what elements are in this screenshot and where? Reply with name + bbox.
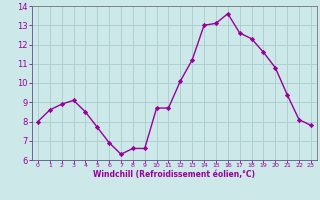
X-axis label: Windchill (Refroidissement éolien,°C): Windchill (Refroidissement éolien,°C)	[93, 170, 255, 179]
